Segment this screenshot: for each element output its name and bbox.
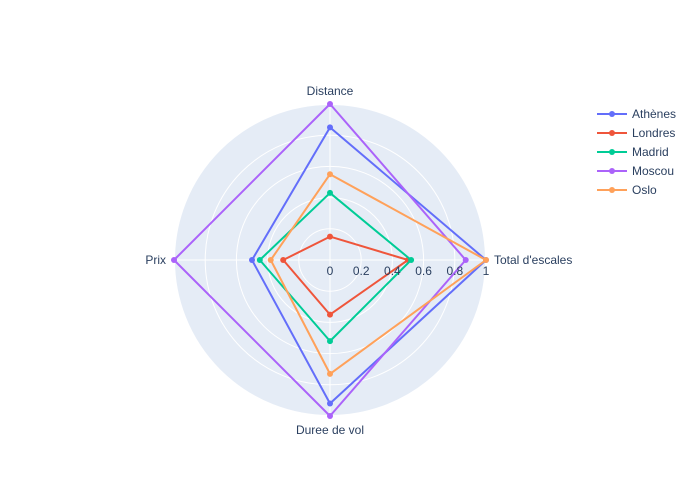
data-point[interactable] — [327, 338, 333, 345]
legend-marker — [609, 168, 615, 174]
angular-axis-label: Total d'escales — [494, 253, 572, 267]
data-point[interactable] — [327, 124, 333, 131]
data-point[interactable] — [327, 233, 333, 240]
data-point[interactable] — [327, 370, 333, 377]
angular-axis-label: Distance — [307, 84, 354, 98]
legend-marker — [609, 111, 615, 117]
data-point[interactable] — [408, 257, 415, 263]
data-point[interactable] — [327, 171, 333, 178]
legend-label: Madrid — [632, 145, 669, 159]
radial-tick-label: 0.8 — [446, 264, 463, 278]
legend-label: Moscou — [632, 164, 674, 178]
legend-item[interactable]: Oslo — [597, 183, 657, 197]
data-point[interactable] — [462, 257, 469, 263]
radial-tick-label: 0.6 — [415, 264, 432, 278]
legend-marker — [609, 149, 615, 155]
angular-axis-label: Duree de vol — [296, 423, 364, 437]
legend-label: Oslo — [632, 183, 657, 197]
data-point[interactable] — [256, 257, 263, 263]
data-point[interactable] — [327, 311, 333, 318]
data-point[interactable] — [249, 257, 255, 263]
legend-item[interactable]: Moscou — [597, 164, 674, 178]
legend-label: Londres — [632, 126, 675, 140]
series-trace[interactable] — [171, 101, 469, 419]
radial-tick-label: 1 — [483, 264, 490, 278]
legend-marker — [609, 187, 615, 193]
data-point[interactable] — [327, 413, 333, 419]
angular-axis-label: Prix — [145, 253, 166, 267]
legend[interactable]: Athènes Londres Madrid Moscou Oslo — [597, 107, 676, 197]
legend-marker — [609, 130, 615, 136]
legend-item[interactable]: Madrid — [597, 145, 669, 159]
radial-tick-label: 0 — [327, 264, 334, 278]
radial-tick-label: 0.2 — [353, 264, 370, 278]
data-point[interactable] — [280, 257, 287, 263]
data-point[interactable] — [327, 400, 333, 407]
data-point[interactable] — [267, 257, 274, 263]
data-point[interactable] — [327, 101, 333, 107]
series-trace[interactable] — [256, 189, 415, 345]
legend-item[interactable]: Athènes — [597, 107, 676, 121]
data-point[interactable] — [327, 189, 333, 196]
series-trace[interactable] — [267, 171, 489, 377]
legend-label: Athènes — [632, 107, 676, 121]
legend-item[interactable]: Londres — [597, 126, 675, 140]
data-point[interactable] — [483, 257, 489, 263]
radial-tick-label: 0.4 — [384, 264, 401, 278]
axis-labels: 0 0.2 0.4 0.6 0.8 1 Total d'escales Distance Pri… — [145, 84, 572, 437]
polar-grid — [173, 103, 487, 417]
series-layer — [171, 101, 489, 419]
data-point[interactable] — [171, 257, 177, 263]
